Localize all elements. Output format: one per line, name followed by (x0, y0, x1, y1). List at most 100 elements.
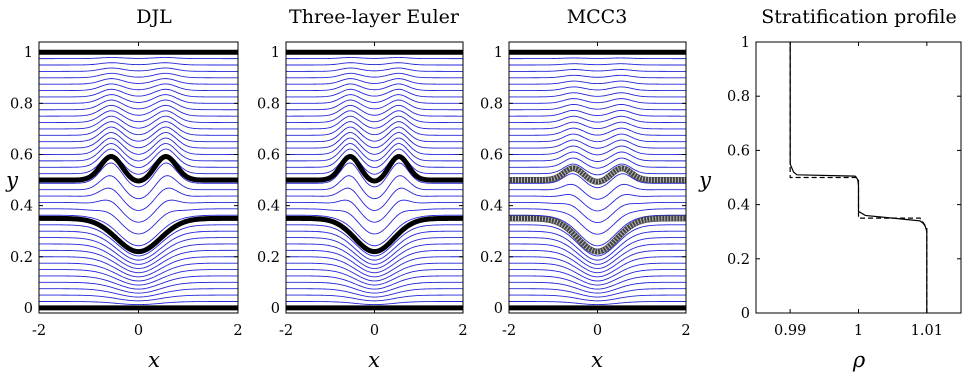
streamline (286, 149, 463, 167)
x-axis-ticks: -2 0 2 (279, 42, 468, 339)
y-axis-label: y (698, 168, 712, 192)
x-axis-label: ρ (852, 348, 866, 372)
streamline (39, 105, 238, 116)
streamline (39, 302, 238, 305)
y-axis-label: y (5, 168, 19, 192)
x-tick-label: 2 (681, 323, 690, 339)
y-tick-label: 1 (741, 35, 750, 51)
streamlines (509, 52, 686, 308)
panel-djl: DJL 0 0.2 0.4 0.6 0.8 1 -2 0 2 x y (5, 6, 243, 372)
y-tick-label: 0.4 (480, 199, 503, 215)
streamline (286, 57, 463, 58)
streamline (509, 263, 686, 281)
streamline (286, 138, 463, 154)
x-tick-label: 2 (458, 323, 467, 339)
streamline (286, 79, 463, 85)
density-profile-solid (790, 42, 927, 313)
streamline (286, 84, 463, 91)
interface-line (39, 218, 238, 251)
streamline (286, 209, 463, 234)
streamline (509, 122, 686, 129)
y-tick-label: 0.6 (257, 147, 280, 163)
streamline (509, 158, 686, 168)
streamline (509, 58, 686, 59)
y-tick-label: 0.4 (257, 199, 280, 215)
x-axis-label: x (368, 348, 380, 372)
streamline (286, 188, 463, 210)
y-tick-label: 0.2 (727, 252, 750, 268)
streamline (286, 263, 463, 281)
panel-stratification-profile: Stratification profile 00.20.40.60.81 0.… (698, 6, 961, 372)
x-tick-label: 0 (593, 323, 602, 339)
x-axis-ticks: -2 0 2 (502, 42, 691, 339)
plot-frame (756, 42, 961, 313)
streamline (39, 111, 238, 123)
y-tick-label: 0.4 (10, 199, 33, 215)
y-tick-label: 0 (24, 301, 33, 317)
y-axis-ticks: 0 0.2 0.4 0.6 0.8 1 (727, 35, 961, 322)
streamlines (286, 52, 463, 308)
streamline (509, 87, 686, 91)
streamline (286, 111, 463, 123)
panel-mcc3: MCC3 00.20.40.60.81 -2 0 2 x (480, 6, 691, 372)
streamline (286, 68, 463, 71)
streamline (39, 84, 238, 91)
y-tick-label: 0.2 (257, 250, 280, 266)
x-tick-label: 1.01 (911, 323, 943, 339)
streamline (286, 63, 463, 65)
streamline (509, 146, 686, 155)
y-tick-label: 0.8 (727, 89, 750, 105)
x-tick-label: 0.99 (774, 323, 806, 339)
y-tick-label: 0.6 (480, 147, 503, 163)
streamline (509, 69, 686, 71)
x-axis-ticks: -2 0 2 (32, 42, 243, 339)
interface-line (39, 157, 238, 181)
streamline (39, 100, 238, 110)
streamline (39, 79, 238, 85)
streamline (509, 302, 686, 305)
streamline (509, 282, 686, 293)
y-tick-label: 0.2 (10, 250, 33, 266)
streamline (286, 295, 463, 301)
streamline (509, 295, 686, 301)
streamline (509, 116, 686, 122)
streamline (39, 63, 238, 65)
streamline (509, 93, 686, 97)
interface-texture (509, 218, 686, 251)
streamline (509, 152, 686, 161)
x-axis-label: x (148, 348, 160, 372)
y-tick-label: 0.8 (480, 96, 503, 112)
x-tick-label: 2 (233, 323, 242, 339)
streamline (39, 73, 238, 78)
interface-line (286, 218, 463, 251)
y-tick-label: 0 (271, 301, 280, 317)
streamline (39, 209, 238, 234)
streamlines (39, 52, 238, 308)
streamline (286, 73, 463, 78)
y-tick-label: 0.6 (10, 147, 33, 163)
streamline (509, 81, 686, 84)
streamline (286, 105, 463, 116)
streamline (509, 75, 686, 78)
streamline (509, 99, 686, 104)
x-tick-label: 0 (370, 323, 379, 339)
y-tick-label: 0.2 (480, 250, 503, 266)
density-profile (790, 42, 927, 313)
x-tick-label: 0 (134, 323, 143, 339)
streamline (39, 149, 238, 167)
y-tick-label: 0 (741, 306, 750, 322)
y-tick-label: 1 (271, 45, 280, 61)
streamline (509, 64, 686, 65)
panel-three-layer-euler: Three-layer Euler 00.20.40.60.81 -2 0 2 x (257, 6, 468, 372)
panel-title: MCC3 (567, 6, 628, 28)
density-profile-dashed (790, 42, 927, 313)
streamline (286, 282, 463, 293)
panel-title: DJL (136, 6, 172, 28)
streamline (39, 57, 238, 58)
y-tick-label: 0.6 (727, 143, 750, 159)
y-tick-label: 0 (494, 301, 503, 317)
streamline (509, 110, 686, 116)
streamline (286, 302, 463, 305)
x-axis-label: x (591, 348, 603, 372)
